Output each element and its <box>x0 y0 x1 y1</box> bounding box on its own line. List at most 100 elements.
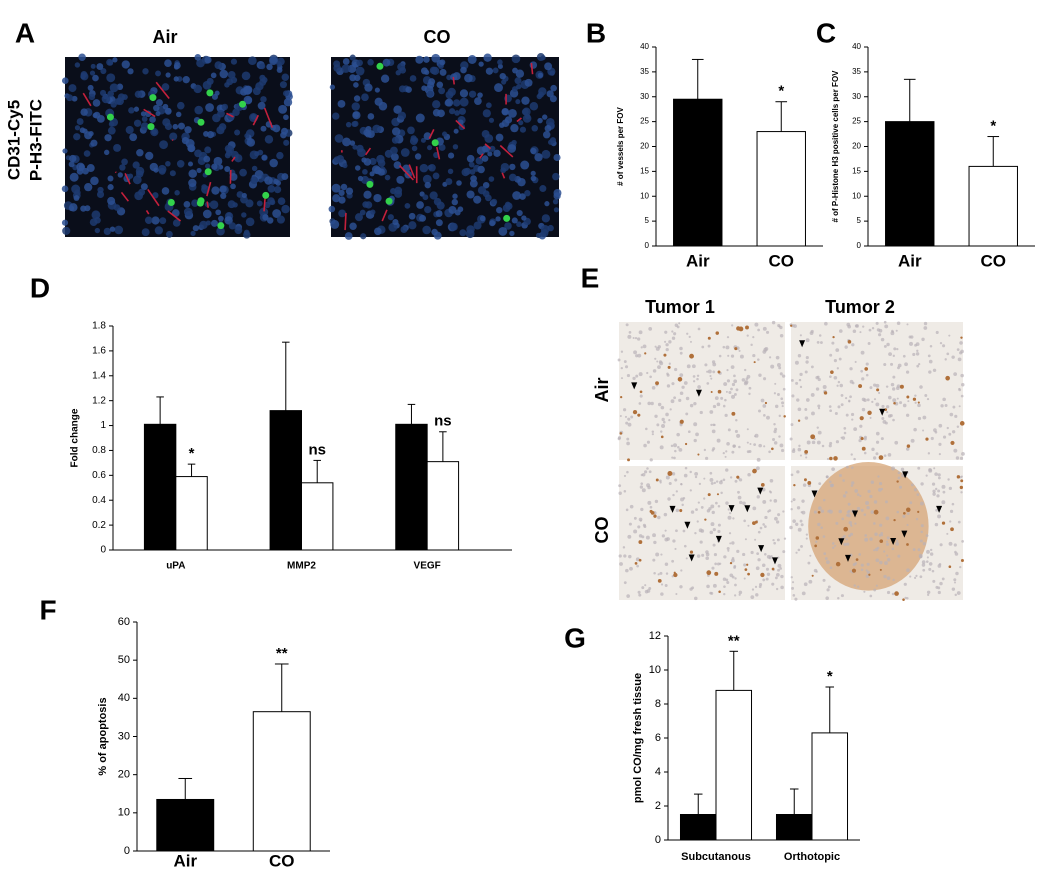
cell <box>891 466 896 471</box>
cell <box>774 576 778 580</box>
nucleus <box>86 164 95 173</box>
cell <box>758 409 761 413</box>
stained-cell <box>925 437 929 441</box>
cell <box>932 492 936 496</box>
nucleus <box>353 95 361 102</box>
cell <box>650 401 654 406</box>
cell <box>817 404 821 408</box>
cell <box>840 394 844 397</box>
nucleus <box>512 191 521 200</box>
cell <box>829 483 834 488</box>
cell <box>774 382 777 385</box>
vessel <box>344 212 347 231</box>
stained-cell <box>832 336 835 339</box>
nucleus <box>547 224 554 232</box>
cell <box>910 438 915 443</box>
nucleus <box>119 164 126 171</box>
cell <box>781 374 786 378</box>
cell <box>906 323 909 326</box>
nucleus <box>74 125 81 131</box>
nucleus <box>280 131 287 139</box>
arrowhead <box>879 408 886 416</box>
vessel <box>455 119 466 130</box>
x-tick-label: VEGF <box>414 561 441 572</box>
vessel <box>530 62 534 75</box>
nucleus <box>127 173 134 179</box>
nucleus <box>399 66 407 74</box>
cell <box>928 359 933 364</box>
vessel <box>82 92 92 107</box>
cell <box>960 491 963 494</box>
nucleus <box>435 219 443 227</box>
nucleus <box>465 229 475 239</box>
cell <box>712 543 716 547</box>
cell <box>752 353 756 358</box>
nucleus <box>264 135 274 144</box>
cell <box>849 367 853 371</box>
nucleus <box>453 99 461 107</box>
cell <box>862 325 865 328</box>
nucleus <box>553 207 559 213</box>
cell <box>674 323 679 327</box>
nucleus <box>239 168 247 177</box>
cell <box>722 345 726 349</box>
cell <box>707 344 711 348</box>
nucleus <box>504 222 512 230</box>
cell <box>689 489 692 492</box>
nucleus <box>390 153 399 161</box>
vessel <box>499 144 514 158</box>
cell <box>774 404 779 409</box>
cell <box>712 404 717 409</box>
cell <box>885 542 890 546</box>
nucleus <box>227 70 236 79</box>
nucleus <box>521 215 527 221</box>
cell <box>873 549 876 552</box>
nucleus <box>84 183 93 192</box>
cell <box>896 539 899 543</box>
cell <box>822 535 826 538</box>
cell <box>838 509 842 514</box>
cell <box>691 364 696 369</box>
cell <box>757 328 760 332</box>
cell <box>915 574 918 577</box>
nucleus <box>142 68 149 75</box>
vessel <box>231 156 236 162</box>
cell <box>718 354 722 358</box>
nucleus <box>224 216 233 225</box>
cell <box>885 500 888 504</box>
cell <box>824 321 828 326</box>
cell <box>627 417 631 421</box>
nucleus <box>422 225 431 235</box>
nucleus <box>439 68 447 76</box>
cell <box>838 473 842 478</box>
cell <box>739 354 744 359</box>
nucleus <box>219 69 229 79</box>
cell <box>620 350 624 353</box>
cell <box>884 561 888 565</box>
cell <box>821 444 825 448</box>
cell <box>790 379 794 382</box>
cell <box>744 538 747 541</box>
cell <box>811 440 816 445</box>
cell <box>805 360 809 364</box>
cell <box>853 584 856 587</box>
nucleus <box>519 126 527 133</box>
cell <box>834 411 838 415</box>
nucleus <box>113 143 122 152</box>
cell <box>767 510 770 513</box>
cell <box>738 349 741 353</box>
nucleus <box>342 163 348 169</box>
nucleus <box>62 226 71 235</box>
nucleus <box>173 76 179 82</box>
cell <box>675 529 678 533</box>
cell <box>653 572 656 575</box>
cell <box>946 532 949 535</box>
stained-cell <box>729 561 733 565</box>
cell <box>641 535 645 539</box>
stained-cell <box>893 402 896 405</box>
cell <box>828 444 832 448</box>
nucleus <box>535 232 542 238</box>
cell <box>938 453 941 456</box>
nucleus <box>328 205 336 213</box>
y-tick-label: 1 <box>100 420 106 431</box>
